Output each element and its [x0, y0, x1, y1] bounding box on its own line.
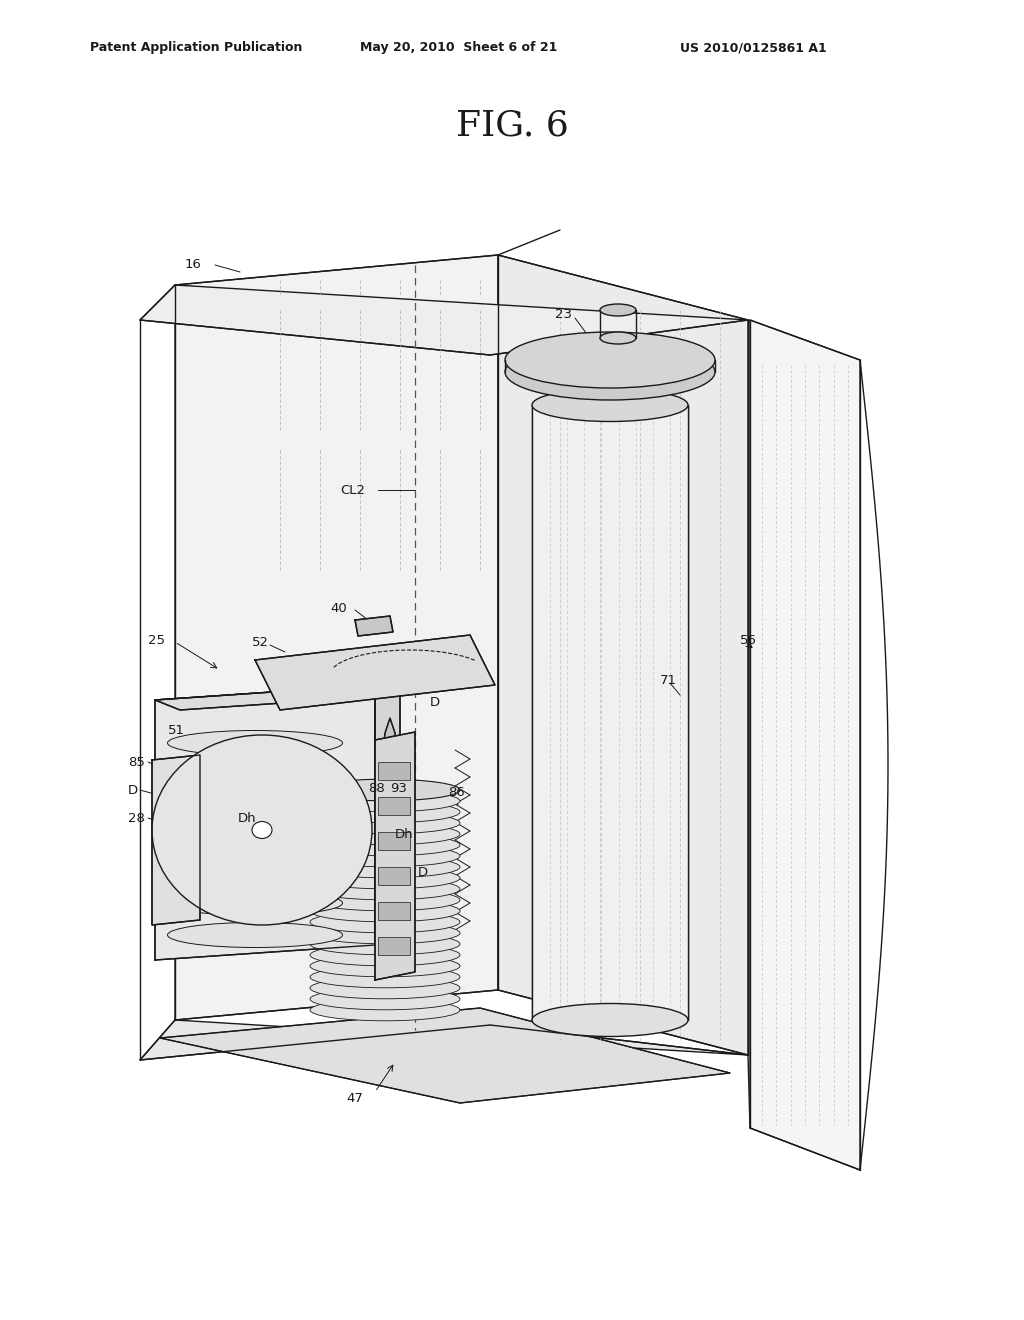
- Polygon shape: [375, 685, 400, 954]
- Ellipse shape: [310, 933, 460, 954]
- Polygon shape: [140, 1020, 748, 1060]
- Text: FIG. 6: FIG. 6: [456, 108, 568, 143]
- Ellipse shape: [310, 812, 460, 834]
- Text: 71: 71: [660, 673, 677, 686]
- Text: May 20, 2010  Sheet 6 of 21: May 20, 2010 Sheet 6 of 21: [360, 41, 557, 54]
- Polygon shape: [175, 255, 498, 1020]
- Ellipse shape: [310, 989, 460, 1010]
- Ellipse shape: [600, 304, 636, 315]
- Ellipse shape: [310, 834, 460, 855]
- Text: Dh: Dh: [238, 812, 257, 825]
- Ellipse shape: [310, 923, 460, 944]
- Bar: [378, 937, 410, 954]
- Polygon shape: [375, 733, 415, 979]
- Ellipse shape: [505, 333, 715, 388]
- Bar: [378, 797, 410, 814]
- Polygon shape: [532, 405, 688, 1020]
- Polygon shape: [255, 635, 495, 710]
- Ellipse shape: [168, 795, 342, 820]
- Bar: [378, 867, 410, 884]
- Ellipse shape: [310, 977, 460, 999]
- Text: 88: 88: [368, 781, 385, 795]
- Ellipse shape: [168, 891, 342, 916]
- Polygon shape: [155, 685, 375, 960]
- Text: 40: 40: [330, 602, 347, 615]
- Text: 85: 85: [128, 755, 144, 768]
- Ellipse shape: [310, 878, 460, 900]
- Ellipse shape: [310, 779, 460, 801]
- Polygon shape: [498, 255, 748, 1055]
- Ellipse shape: [168, 730, 342, 755]
- Text: 93: 93: [390, 781, 407, 795]
- Ellipse shape: [310, 857, 460, 878]
- Ellipse shape: [152, 735, 372, 925]
- Text: D: D: [430, 696, 440, 709]
- Ellipse shape: [168, 826, 342, 851]
- Ellipse shape: [168, 923, 342, 948]
- Text: 23: 23: [555, 309, 572, 322]
- Ellipse shape: [600, 333, 636, 345]
- Ellipse shape: [532, 1003, 688, 1036]
- Text: Patent Application Publication: Patent Application Publication: [90, 41, 302, 54]
- Ellipse shape: [310, 890, 460, 911]
- Text: 16: 16: [185, 259, 202, 272]
- Polygon shape: [155, 685, 400, 710]
- Ellipse shape: [310, 966, 460, 987]
- Polygon shape: [378, 718, 402, 789]
- Text: 51: 51: [168, 723, 185, 737]
- Polygon shape: [160, 1008, 730, 1104]
- Text: 47: 47: [346, 1092, 364, 1105]
- Ellipse shape: [168, 763, 342, 788]
- Bar: [378, 902, 410, 920]
- Text: 52: 52: [252, 635, 269, 648]
- Ellipse shape: [310, 956, 460, 977]
- Bar: [378, 762, 410, 780]
- Polygon shape: [750, 319, 860, 1170]
- Text: 86: 86: [449, 785, 465, 799]
- Polygon shape: [152, 755, 200, 925]
- Bar: [378, 832, 410, 850]
- Text: 56: 56: [740, 634, 757, 647]
- Ellipse shape: [310, 900, 460, 921]
- Text: D: D: [128, 784, 138, 796]
- Ellipse shape: [310, 944, 460, 966]
- Ellipse shape: [310, 791, 460, 812]
- Ellipse shape: [310, 911, 460, 933]
- Text: Dh: Dh: [395, 829, 414, 842]
- Ellipse shape: [505, 345, 715, 400]
- Ellipse shape: [252, 821, 272, 838]
- Ellipse shape: [310, 999, 460, 1020]
- Polygon shape: [140, 285, 748, 355]
- Text: US 2010/0125861 A1: US 2010/0125861 A1: [680, 41, 826, 54]
- Ellipse shape: [310, 845, 460, 867]
- Ellipse shape: [532, 388, 688, 421]
- Text: 25: 25: [148, 634, 165, 647]
- Ellipse shape: [168, 858, 342, 883]
- Ellipse shape: [310, 867, 460, 888]
- Polygon shape: [355, 616, 393, 636]
- Text: 28: 28: [128, 812, 144, 825]
- Text: D: D: [418, 866, 428, 879]
- Ellipse shape: [310, 801, 460, 822]
- Ellipse shape: [310, 824, 460, 845]
- Text: CL2: CL2: [340, 483, 365, 496]
